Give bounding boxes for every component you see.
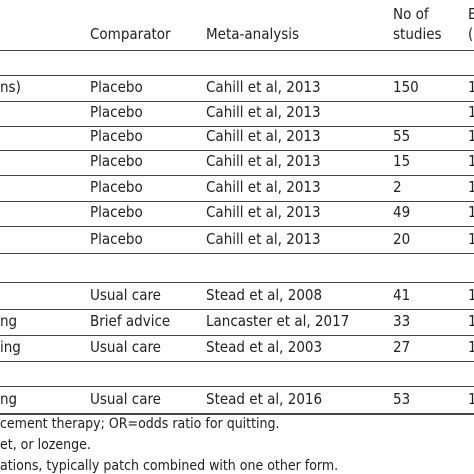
table-cell: 1 (468, 152, 474, 170)
header-cell: ( (468, 25, 474, 43)
table-cell: Usual care (90, 390, 161, 408)
table-cell: 1 (468, 203, 474, 221)
table-cell: 2 (393, 178, 402, 196)
rule (0, 101, 474, 102)
footnote: et, or lozenge. (0, 437, 91, 453)
table-cell: ing (0, 338, 21, 356)
table-cell: 1 (468, 390, 474, 408)
footnote: cement therapy; OR=odds ratio for quitti… (0, 416, 280, 432)
table-cell: 1 (468, 338, 474, 356)
rule (0, 386, 474, 387)
rule (0, 361, 474, 362)
header-cell: No of (393, 5, 429, 23)
table-cell: 1 (468, 230, 474, 248)
rule (0, 50, 474, 51)
table-cell: 150 (393, 78, 419, 96)
table-cell: 15 (393, 152, 411, 170)
table-cell: 20 (393, 230, 411, 248)
table-cell: Placebo (90, 103, 143, 121)
table-cell: 1 (468, 127, 474, 145)
table-cell: Stead et al, 2008 (206, 286, 323, 304)
table-cell: Placebo (90, 178, 143, 196)
rule (0, 282, 474, 283)
header-cell: Comparator (90, 25, 171, 43)
rule (0, 126, 474, 127)
footnote: ations, typically patch combined with on… (0, 458, 339, 474)
table-cell: Usual care (90, 338, 161, 356)
table-cell: Placebo (90, 203, 143, 221)
table-cell: ns) (0, 78, 21, 96)
table-cell: Placebo (90, 230, 143, 248)
table-cell: Placebo (90, 78, 143, 96)
rule (0, 201, 474, 202)
table-cell: 49 (393, 203, 411, 221)
table-cell: Stead et al, 2003 (206, 338, 323, 356)
table-cell: 55 (393, 127, 411, 145)
table-cell: Usual care (90, 286, 161, 304)
rule (0, 75, 474, 76)
header-cell: studies (393, 25, 442, 43)
table-cell: Lancaster et al, 2017 (206, 312, 350, 330)
table-cell: 33 (393, 312, 411, 330)
header-cell: Meta-analysis (206, 25, 300, 43)
header-cell: E (468, 5, 474, 23)
table-cell: 27 (393, 338, 411, 356)
table-cell: 1 (468, 286, 474, 304)
rule (0, 253, 474, 254)
table-cell: ng (0, 312, 18, 330)
table-cell: 53 (393, 390, 411, 408)
table-cell: 1 (468, 312, 474, 330)
table-cell: 1 (468, 103, 474, 121)
rule (0, 413, 474, 415)
rule (0, 150, 474, 151)
table-cell: Stead et al, 2016 (206, 390, 323, 408)
table-cell: Placebo (90, 127, 143, 145)
table-cell: Cahill et al, 2013 (206, 178, 321, 196)
table-cell: Cahill et al, 2013 (206, 203, 321, 221)
table-cell: ng (0, 390, 18, 408)
table-cell: Cahill et al, 2013 (206, 78, 321, 96)
table-cell: Placebo (90, 152, 143, 170)
rule (0, 175, 474, 176)
table-cell: Cahill et al, 2013 (206, 230, 321, 248)
table-cell: 1 (468, 78, 474, 96)
table-cell: 1 (468, 178, 474, 196)
table-cell: 41 (393, 286, 411, 304)
table-cell: Brief advice (90, 312, 171, 330)
rule (0, 335, 474, 336)
rule (0, 309, 474, 310)
table-cell: Cahill et al, 2013 (206, 127, 321, 145)
rule (0, 226, 474, 227)
table-cell: Cahill et al, 2013 (206, 152, 321, 170)
table-cell: Cahill et al, 2013 (206, 103, 321, 121)
